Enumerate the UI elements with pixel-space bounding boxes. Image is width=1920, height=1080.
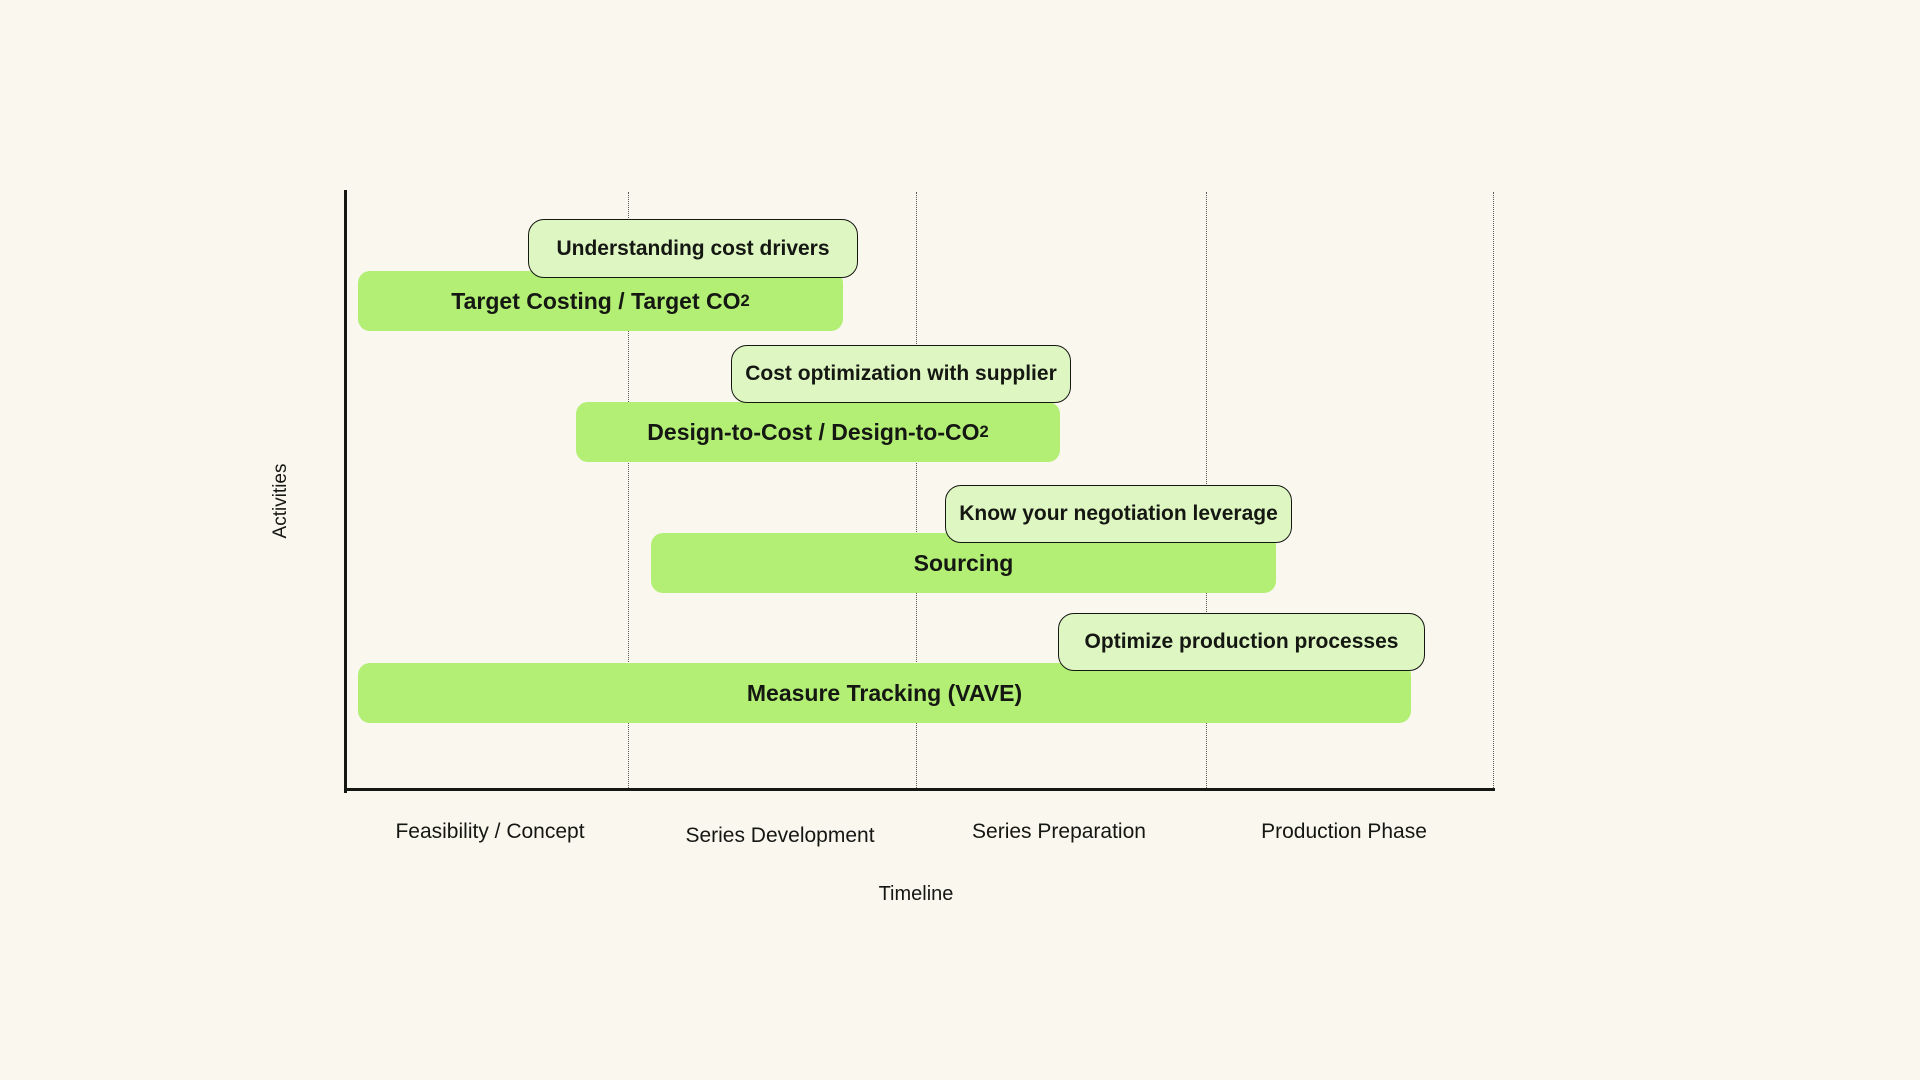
phase-label: Production Phase [1261,820,1427,844]
plot-area: Target Costing / Target CO2 Design-to-Cos… [192,108,1728,972]
y-axis [344,190,347,793]
phase-label: Series Development [685,824,874,848]
measure-tracking-bar: Measure Tracking (VAVE) [358,663,1411,723]
phase-gridline [1493,192,1494,788]
understanding-cost-drivers-callout: Understanding cost drivers [528,219,858,278]
optimize-production-callout: Optimize production processes [1058,613,1425,671]
know-negotiation-leverage-callout: Know your negotiation leverage [945,485,1292,543]
cost-optimization-supplier-callout: Cost optimization with supplier [731,345,1071,403]
gantt-chart: Target Costing / Target CO2 Design-to-Cos… [192,108,1728,972]
design-to-cost-bar: Design-to-Cost / Design-to-CO2 [576,402,1060,462]
x-axis [344,788,1495,791]
y-axis-label: Activities [270,464,292,539]
x-axis-label: Timeline [879,883,954,906]
phase-label: Series Preparation [972,820,1146,844]
target-costing-bar: Target Costing / Target CO2 [358,271,843,331]
phase-label: Feasibility / Concept [395,820,584,844]
